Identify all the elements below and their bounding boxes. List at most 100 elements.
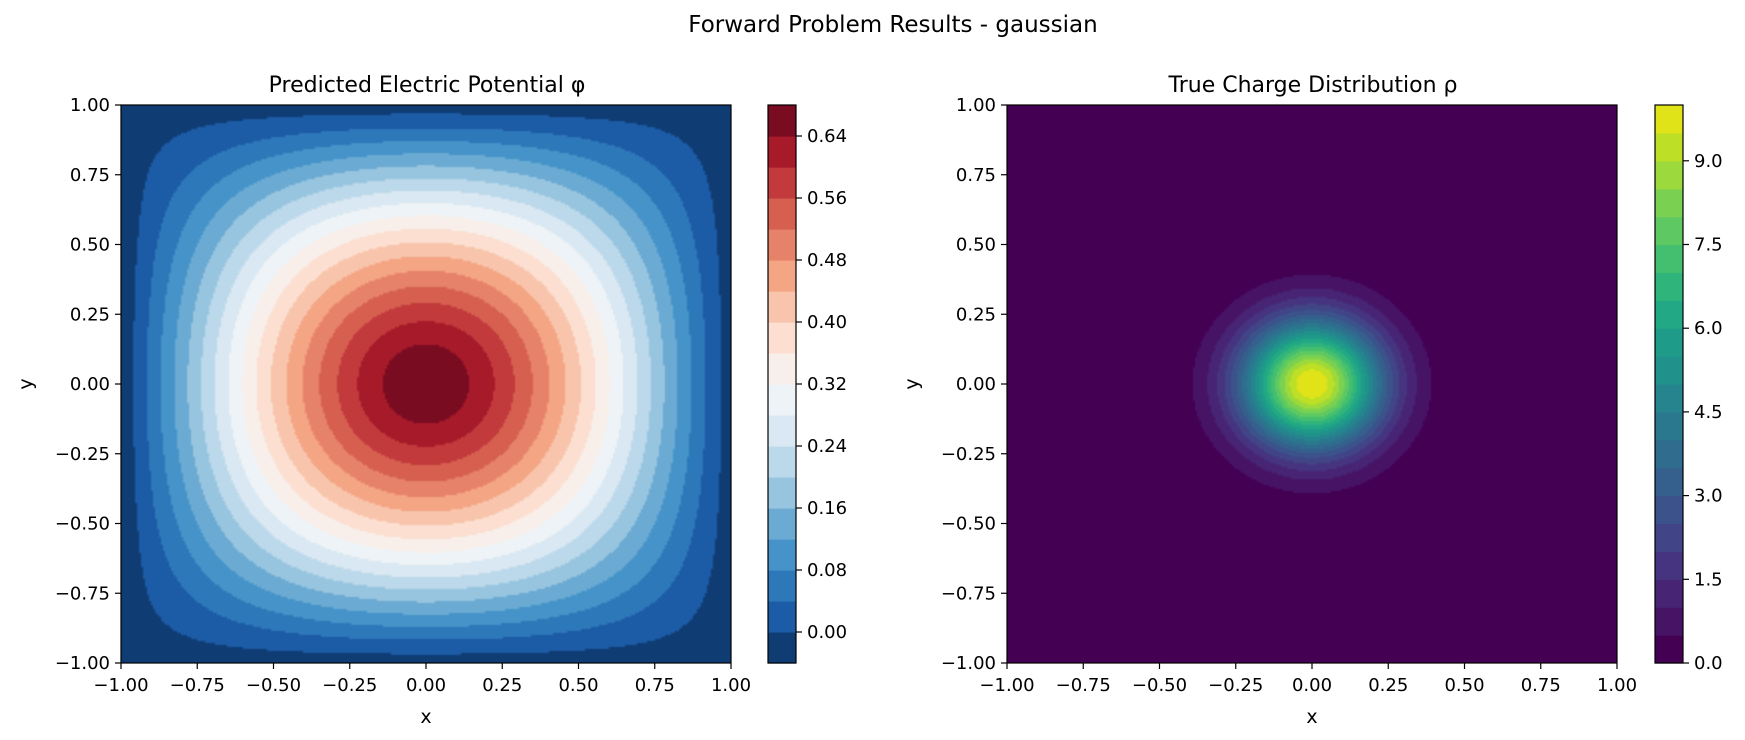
colorbar-band [768, 632, 796, 664]
colorbar-tick-label: 0.16 [807, 498, 847, 519]
potential-colorbar: 0.00 0.08 0.16 0.24 0.32 0.40 0.48 0.56 0.64 [767, 104, 847, 664]
y-tick-label: 0.50 [956, 235, 996, 256]
colorbar-band [768, 570, 796, 602]
colorbar-band [1655, 635, 1683, 664]
x-tick-label: 0.25 [482, 675, 522, 696]
x-tick-label: 0.25 [1368, 675, 1408, 696]
x-tick-label: −0.75 [170, 675, 225, 696]
colorbar-band [768, 446, 796, 478]
y-tick-label: 0.75 [70, 165, 110, 186]
colorbar-band [1655, 300, 1683, 329]
colorbar-band [768, 508, 796, 540]
potential-panel: Predicted Electric Potential φ −1.00 −0.7… [15, 73, 847, 728]
colorbar-tick-label: 9.0 [1694, 151, 1723, 172]
colorbar-band [1655, 607, 1683, 636]
y-tick-label: −0.25 [941, 444, 996, 465]
colorbar-tick-label: 0.64 [807, 126, 847, 147]
colorbar-band [768, 229, 796, 261]
colorbar-band [1655, 439, 1683, 469]
colorbar-band [1655, 523, 1683, 552]
colorbar-tick-label: 0.08 [807, 560, 847, 581]
colorbar-band [768, 136, 796, 168]
x-tick-label: 0.00 [1292, 675, 1332, 696]
colorbar-band [1655, 216, 1683, 246]
y-tick-label: −1.00 [55, 653, 110, 674]
x-tick-label: −0.25 [322, 675, 377, 696]
colorbar-band [1655, 467, 1683, 497]
potential-xlabel: x [420, 706, 431, 728]
colorbar-band [1655, 272, 1683, 301]
charge-xlabel: x [1306, 706, 1317, 728]
x-tick-label: −0.25 [1208, 675, 1263, 696]
colorbar-frame [1654, 104, 1684, 664]
y-tick-label: −0.75 [55, 583, 110, 604]
colorbar-tick-label: 0.00 [807, 622, 847, 643]
y-tick-label: 0.25 [956, 304, 996, 325]
colorbar-band [1655, 244, 1683, 273]
charge-contour-field [1007, 105, 1617, 663]
charge-x-axis: −1.00 −0.75 −0.50 −0.25 0.00 0.25 0.50 0.75 1.00 [979, 663, 1637, 696]
figure-suptitle: Forward Problem Results - gaussian [688, 12, 1097, 38]
colorbar-band [768, 291, 796, 323]
x-tick-label: −0.50 [246, 675, 301, 696]
x-tick-label: −1.00 [93, 675, 148, 696]
colorbar-band [1655, 579, 1683, 608]
x-tick-label: 1.00 [1597, 675, 1637, 696]
colorbar-tick-label: 3.0 [1694, 486, 1723, 507]
colorbar-tick-label: 0.0 [1694, 653, 1723, 674]
charge-ylabel: y [901, 378, 923, 389]
x-tick-label: −0.75 [1056, 675, 1111, 696]
x-tick-label: 0.50 [558, 675, 598, 696]
colorbar-tick-label: 6.0 [1694, 318, 1723, 339]
colorbar-tick-label: 7.5 [1694, 235, 1723, 256]
colorbar-band [1655, 105, 1683, 134]
x-tick-label: 0.75 [1521, 675, 1561, 696]
potential-ylabel: y [15, 378, 37, 389]
y-tick-label: 0.25 [70, 304, 110, 325]
y-tick-label: −0.50 [55, 514, 110, 535]
colorbar-tick-label: 0.56 [807, 188, 847, 209]
colorbar-band [1655, 160, 1683, 190]
y-tick-label: 1.00 [70, 95, 110, 116]
y-tick-label: 1.00 [956, 95, 996, 116]
y-tick-label: 0.00 [956, 374, 996, 395]
colorbar-tick-label: 0.48 [807, 250, 847, 271]
y-tick-label: 0.75 [956, 165, 996, 186]
colorbar-band [1655, 356, 1683, 385]
colorbar-band [1655, 132, 1683, 162]
colorbar-band [768, 601, 796, 633]
colorbar-band [768, 415, 796, 447]
y-tick-label: 0.00 [70, 374, 110, 395]
potential-contour-field [121, 105, 731, 663]
potential-title: Predicted Electric Potential φ [269, 73, 586, 98]
charge-title: True Charge Distribution ρ [1168, 73, 1458, 98]
colorbar-band [1655, 551, 1683, 580]
y-tick-label: −0.75 [941, 583, 996, 604]
colorbar-band [768, 353, 796, 385]
x-tick-label: 0.50 [1444, 675, 1484, 696]
colorbar-tick-label: 0.24 [807, 436, 847, 457]
colorbar-band [1655, 384, 1683, 413]
colorbar-tick-label: 4.5 [1694, 402, 1723, 423]
potential-y-axis: −1.00 −0.75 −0.50 −0.25 0.00 0.25 0.50 0.75 1.00 [55, 95, 121, 674]
colorbar-band [768, 260, 796, 292]
colorbar-band [768, 384, 796, 416]
colorbar-tick-label: 0.40 [807, 312, 847, 333]
x-tick-label: 0.00 [406, 675, 446, 696]
colorbar-band [1655, 495, 1683, 525]
charge-panel: True Charge Distribution ρ −1.00 −0.75 −0.… [901, 73, 1723, 728]
colorbar-band [768, 198, 796, 230]
y-tick-label: −0.25 [55, 444, 110, 465]
x-tick-label: −1.00 [979, 675, 1034, 696]
colorbar-band [768, 539, 796, 571]
charge-y-axis: −1.00 −0.75 −0.50 −0.25 0.00 0.25 0.50 0.75 1.00 [941, 95, 1007, 674]
charge-colorbar: 0.0 1.5 3.0 4.5 6.0 7.5 9.0 [1654, 104, 1723, 674]
y-tick-label: −0.50 [941, 514, 996, 535]
x-tick-label: −0.50 [1132, 675, 1187, 696]
potential-x-axis: −1.00 −0.75 −0.50 −0.25 0.00 0.25 0.50 0.75 1.00 [93, 663, 751, 696]
x-tick-label: 0.75 [635, 675, 675, 696]
colorbar-band [1655, 411, 1683, 441]
colorbar-band [1655, 328, 1683, 357]
colorbar-tick-label: 0.32 [807, 374, 847, 395]
